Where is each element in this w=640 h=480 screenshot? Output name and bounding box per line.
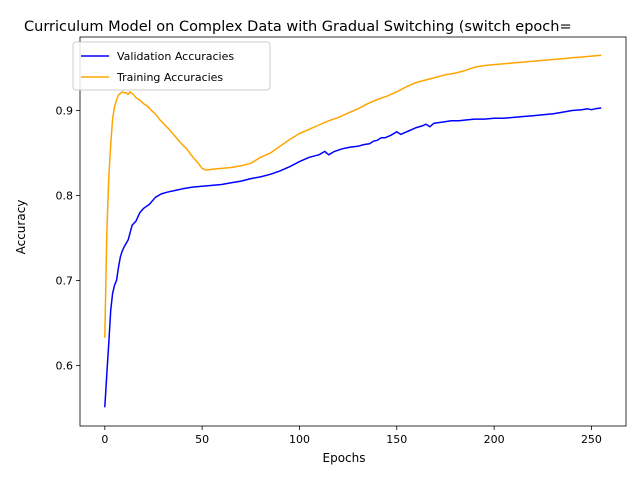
series-line-1: [104, 54, 602, 338]
x-tick-label: 0: [101, 433, 108, 446]
y-tick-label: 0.8: [56, 190, 74, 203]
plot-area: [104, 54, 602, 408]
x-axis-label: Epochs: [323, 451, 366, 465]
x-tick-label: 50: [195, 433, 209, 446]
y-tick-label: 0.9: [56, 105, 74, 118]
legend-box: [72, 41, 271, 91]
legend-label-0: Validation Accuracies: [117, 50, 234, 63]
y-tick-label: 0.6: [56, 360, 74, 373]
chart-title: Curriculum Model on Complex Data with Gr…: [24, 19, 572, 35]
x-tick-label: 200: [484, 433, 505, 446]
series-line-0: [104, 107, 602, 408]
x-tick-label: 250: [581, 433, 602, 446]
legend-label-1: Training Accuracies: [116, 71, 223, 84]
plot-frame: [79, 36, 627, 427]
y-tick-label: 0.7: [56, 275, 74, 288]
x-tick-label: 100: [289, 433, 310, 446]
legend: Validation Accuracies Training Accuracies: [72, 41, 271, 91]
x-tick-label: 150: [386, 433, 407, 446]
y-axis-label: Accuracy: [14, 200, 28, 255]
